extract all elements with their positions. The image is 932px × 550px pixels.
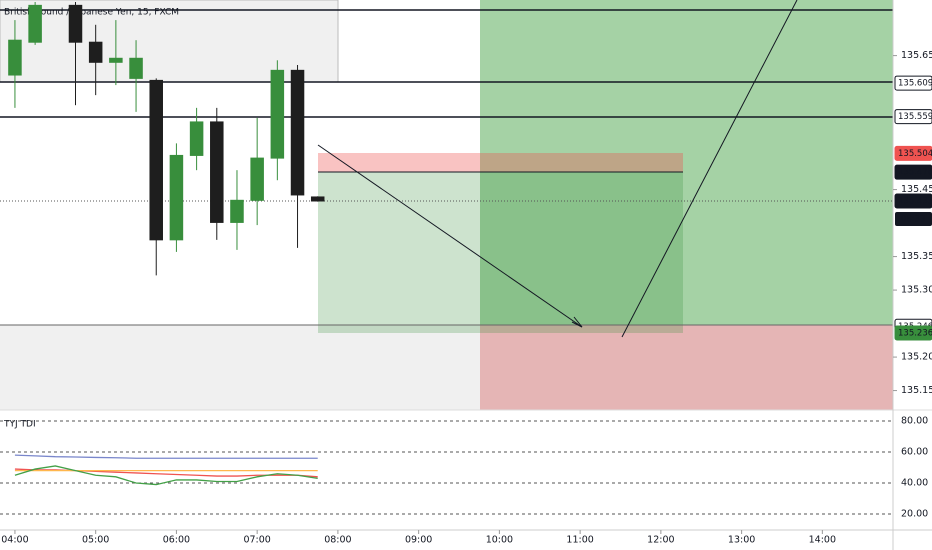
candle-body	[68, 4, 83, 43]
price-tag	[894, 193, 932, 209]
x-tick-label: 05:00	[82, 535, 109, 546]
x-tick-label: 11:00	[566, 535, 593, 546]
countdown-label: 08:33	[901, 214, 926, 224]
y-tick-label: 135.300	[901, 285, 932, 296]
price-tag	[894, 325, 932, 341]
candle-body	[210, 121, 224, 223]
arrow	[317, 144, 583, 328]
candle-body	[189, 121, 204, 156]
price-tag-label: 135.559	[898, 112, 932, 122]
candle-body	[149, 79, 163, 241]
stop-zone	[318, 153, 683, 172]
indicator-line	[14, 465, 318, 486]
chart-title: British Pound / Japanese Yen, 15, FXCM	[4, 8, 179, 18]
profit-zone	[480, 0, 893, 325]
y-tick-label: 135.650	[901, 50, 932, 61]
price-tag	[894, 164, 932, 180]
x-tick-label: 04:00	[1, 535, 28, 546]
price-tag-label: 135.433	[898, 196, 932, 206]
indicator-line	[14, 454, 318, 459]
x-tick-label: 13:00	[728, 535, 755, 546]
y-tick-label: 40.00	[901, 478, 928, 489]
candle-body	[88, 41, 103, 63]
y-tick-label: 60.00	[901, 447, 928, 458]
candle-body	[109, 57, 123, 63]
price-tag	[894, 75, 932, 91]
y-tick-label: 20.00	[901, 509, 928, 520]
candle-body	[129, 57, 143, 79]
loss-zone	[480, 325, 893, 410]
x-tick-label: 07:00	[243, 535, 270, 546]
x-tick-label: 06:00	[163, 535, 190, 546]
x-tick-label: 10:00	[486, 535, 513, 546]
target-zone	[318, 172, 683, 333]
price-tag	[894, 145, 932, 161]
trend-line	[621, 0, 798, 338]
x-tick-label: 09:00	[405, 535, 432, 546]
y-tick-label: 80.00	[901, 416, 928, 427]
candle-body	[230, 199, 244, 223]
gray-zone	[0, 0, 339, 83]
y-tick-label: 135.200	[901, 352, 932, 363]
price-tag-label: 135.609	[898, 79, 932, 89]
price-tag	[894, 109, 932, 125]
countdown-tag	[895, 211, 932, 226]
candle-body	[270, 69, 285, 159]
indicator-title: TYJ TDI	[3, 420, 36, 430]
x-tick-label: 12:00	[647, 535, 674, 546]
price-tag-label: 135.504	[898, 149, 932, 159]
x-tick-label: 08:00	[324, 535, 351, 546]
y-tick-label: 135.350	[901, 251, 932, 262]
candle-body	[169, 154, 184, 241]
candle-body	[8, 39, 22, 76]
candle-body	[250, 157, 264, 201]
candle-body	[310, 196, 325, 202]
price-tag-label: 135.236	[898, 328, 932, 338]
y-tick-label: 135.150	[901, 385, 932, 396]
y-tick-label: 135.450	[901, 184, 932, 195]
candle-body	[290, 69, 305, 196]
candle-body	[28, 4, 42, 43]
x-tick-label: 14:00	[809, 535, 836, 546]
gray-zone	[0, 325, 480, 410]
price-tag-label: 135.476	[898, 168, 932, 178]
arrow-head	[571, 316, 583, 328]
